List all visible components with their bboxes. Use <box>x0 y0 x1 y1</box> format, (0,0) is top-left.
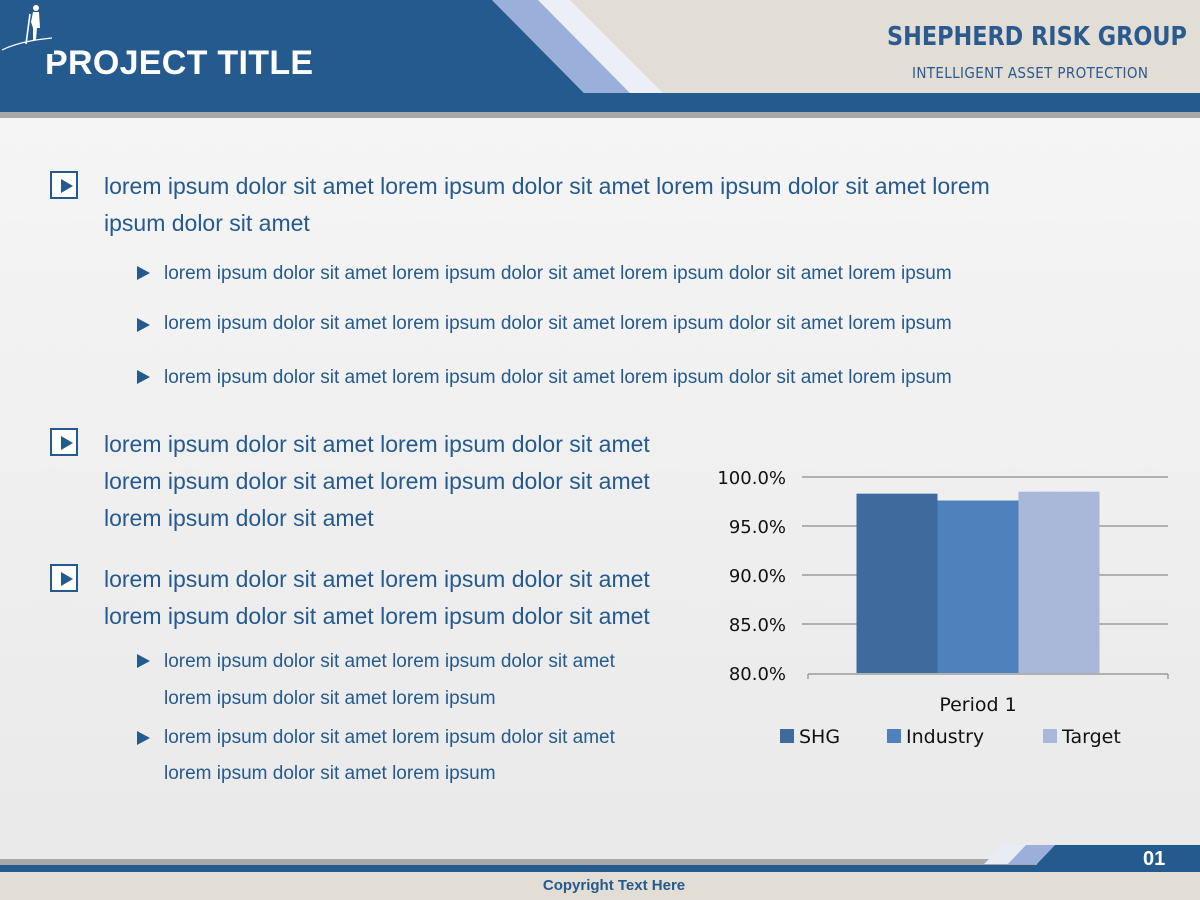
sub-bullet-1-3: lorem ipsum dolor sit amet lorem ipsum d… <box>164 367 952 388</box>
footer-banner-graphic <box>0 845 1200 900</box>
sub-bullet-icon <box>137 318 150 332</box>
y-tick-label: 80.0% <box>729 664 786 685</box>
sub-bullet-3-1-line-2: lorem ipsum dolor sit amet lorem ipsum <box>164 688 496 709</box>
bullet-3-line-2: lorem ipsum dolor sit amet lorem ipsum d… <box>104 603 650 629</box>
logo-tagline: INTELLIGENT ASSET PROTECTION <box>912 64 1149 82</box>
bullet-2-line-3: lorem ipsum dolor sit amet <box>104 505 374 531</box>
bullet-2-line-2: lorem ipsum dolor sit amet lorem ipsum d… <box>104 468 650 494</box>
bar-chart: 100.0% 95.0% 90.0% 85.0% 80.0% Period 1 SHG Ind… <box>717 468 1169 748</box>
bullet-1-line-2: ipsum dolor sit amet <box>104 210 310 236</box>
legend-swatch <box>780 729 794 743</box>
sub-bullet-icon <box>137 266 150 280</box>
y-tick-label: 95.0% <box>729 517 786 538</box>
bullet-1-line-1: lorem ipsum dolor sit amet lorem ipsum d… <box>104 173 990 199</box>
box-bullet-icon <box>50 428 78 456</box>
sub-bullet-1-2: lorem ipsum dolor sit amet lorem ipsum d… <box>164 313 952 334</box>
box-bullet-icon <box>50 171 78 199</box>
sub-bullet-icon <box>137 654 150 668</box>
bar-shg <box>856 493 938 673</box>
copyright-text: Copyright Text Here <box>542 877 686 894</box>
legend-swatch <box>887 729 901 743</box>
y-tick-label: 85.0% <box>729 615 786 636</box>
bar-industry <box>937 500 1019 673</box>
bullet-2-line-1: lorem ipsum dolor sit amet lorem ipsum d… <box>104 431 650 457</box>
y-tick-label: 100.0% <box>717 468 786 489</box>
header-banner-graphic <box>0 0 1200 118</box>
sub-bullet-icon <box>137 731 150 745</box>
sub-bullet-3-2-line-2: lorem ipsum dolor sit amet lorem ipsum <box>164 763 496 784</box>
sub-bullet-3-2-line-1: lorem ipsum dolor sit amet lorem ipsum d… <box>164 727 615 748</box>
page-number: 01 <box>1143 848 1166 870</box>
legend-label: Target <box>1061 726 1121 748</box>
bar-target <box>1018 491 1100 673</box>
legend-swatch <box>1043 729 1057 743</box>
bullet-3-line-1: lorem ipsum dolor sit amet lorem ipsum d… <box>104 566 650 592</box>
x-category-label: Period 1 <box>939 694 1016 716</box>
legend-label: SHG <box>799 726 840 748</box>
sub-bullet-1-1: lorem ipsum dolor sit amet lorem ipsum d… <box>164 263 952 284</box>
box-bullet-icon <box>50 564 78 592</box>
shepherd-figure-icon <box>0 0 54 54</box>
sub-bullet-icon <box>137 370 150 384</box>
slide-header: PROJECT TITLE SHEPHERD RISK GROUP INTELL… <box>0 0 1200 120</box>
slide-title: PROJECT TITLE <box>45 44 314 82</box>
sub-bullet-3-1-line-1: lorem ipsum dolor sit amet lorem ipsum d… <box>164 651 615 672</box>
logo-name: SHEPHERD RISK GROUP <box>887 22 1187 52</box>
legend-label: Industry <box>906 726 984 748</box>
y-tick-label: 90.0% <box>729 566 786 587</box>
